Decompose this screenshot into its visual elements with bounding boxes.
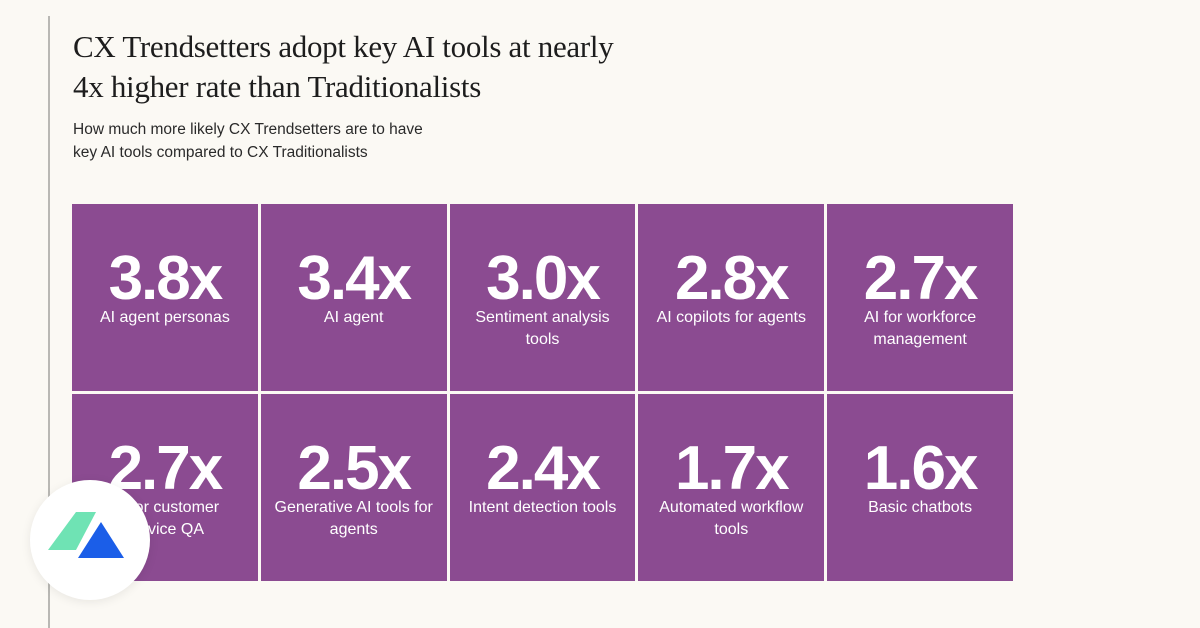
stat-tile: 2.4x Intent detection tools	[449, 394, 636, 581]
stat-value: 1.7x	[674, 434, 790, 503]
stat-value: 2.8x	[674, 244, 790, 313]
stat-tile: 3.4x AI agent	[260, 204, 447, 391]
chart-title-line-1: CX Trendsetters adopt key AI tools at ne…	[73, 29, 614, 64]
stat-value: 3.0x	[486, 244, 601, 313]
stat-label: Sentiment analysis tools	[475, 309, 610, 348]
stat-value: 2.7x	[863, 244, 979, 313]
stat-value: 3.8x	[108, 244, 224, 313]
stat-value: 3.4x	[297, 244, 412, 313]
stat-tile: 2.5x Generative AI tools for agents	[260, 394, 447, 581]
chart-subtitle-line-2: key AI tools compared to CX Traditionali…	[73, 144, 368, 161]
stat-tile-grid: 3.8x AI agent personas 3.4x AI agent 3.0x Sen…	[72, 204, 1013, 581]
stat-tile: 2.8x AI copilots for agents	[638, 204, 825, 391]
chart-title-line-2: 4x higher rate than Traditionalists	[73, 69, 481, 104]
stat-value: 1.6x	[863, 434, 979, 503]
stat-label: Generative AI tools for agents	[274, 499, 433, 538]
left-divider-line	[48, 16, 50, 628]
stat-tile: 1.6x Basic chatbots	[827, 394, 1013, 581]
brand-logo	[30, 480, 150, 600]
stat-value: 2.7x	[108, 434, 224, 503]
stat-label: AI for workforce management	[864, 309, 977, 348]
stat-label: Basic chatbots	[868, 499, 973, 516]
stat-value: 2.5x	[297, 434, 412, 503]
stat-value: 2.4x	[486, 434, 601, 503]
stat-tile: 1.7x Automated workflow tools	[638, 394, 825, 581]
brand-mountain-icon	[48, 512, 124, 558]
stat-label: Intent detection tools	[468, 499, 617, 516]
stat-tile: 2.7x AI for workforce management	[827, 204, 1013, 391]
stat-label: Automated workflow tools	[659, 499, 804, 538]
stat-tile: 3.8x AI agent personas	[72, 204, 258, 391]
chart-subtitle: How much more likely CX Trendsetters are…	[73, 118, 423, 164]
stat-label: AI agent personas	[99, 309, 230, 326]
stat-label: AI copilots for agents	[656, 309, 806, 326]
stat-tile: 3.0x Sentiment analysis tools	[449, 204, 636, 391]
chart-subtitle-line-1: How much more likely CX Trendsetters are…	[73, 121, 423, 138]
chart-title: CX Trendsetters adopt key AI tools at ne…	[73, 27, 614, 107]
stat-label: AI agent	[323, 309, 384, 326]
